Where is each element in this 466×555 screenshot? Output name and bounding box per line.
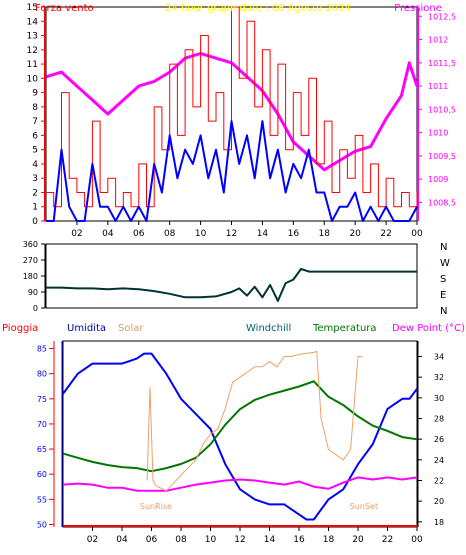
panel3-right-tick-label: 24 [434,456,444,465]
panel1-left-tick-label: 8 [32,103,38,113]
panel1-left-tick-label: 14 [27,17,39,27]
panel1-series-gust-line [46,6,418,208]
panel3-right-tick-label: 28 [434,415,444,424]
panel3-x-tick-label: 20 [352,535,364,545]
panel1-right-tick-label: 1010 [428,129,448,138]
panel1-left-tick-label: 4 [32,160,38,170]
panel3-right-tick-label: 30 [434,394,444,403]
panel1-left-tick-label: 3 [32,174,38,184]
panel3-x-tick-label: 04 [116,535,128,545]
panel1-x-tick-label: 08 [164,229,176,239]
panel3-label-pioggia: Pioggia [2,323,38,334]
panel3-right-tick-label: 22 [434,477,444,486]
panel2-tick-label: 180 [23,272,38,281]
panel3-label-windchill: Windchill [246,323,291,334]
panel1-x-tick-label: 12 [226,229,237,239]
panel1-left-tick-label: 12 [27,46,38,56]
panel1-left-tick-label: 15 [27,3,38,13]
panel1-left-tick-label: 2 [32,188,38,198]
panel3-right-tick-label: 26 [434,435,444,444]
panel1-right-label: Pressione [394,3,442,14]
panel2-plot-area [45,243,418,309]
panel3-series-humidity-line [62,352,418,521]
panel3-x-tick-label: 00 [411,535,423,545]
panel2-direction-label: W [440,258,450,269]
panel1-x-tick-label: 22 [380,229,391,239]
panel3-x-tick-label: 12 [234,535,245,545]
panel1-left-tick-label: 13 [27,32,38,42]
panel1-x-tick-label: 16 [288,229,300,239]
panel3-series-dewpoint-line [62,476,418,492]
panel3-annotation-sunrise: SunRise [140,502,172,511]
panel1-x-tick-label: 04 [102,229,114,239]
panel2-series-direction-line [46,267,417,302]
panel2-direction-label: S [440,274,446,285]
panel1-right-tick-label: 1012 [428,36,448,45]
panel3-label-solar: Solar [118,323,144,334]
panel3-left-tick-label: 50 [37,520,47,529]
panel2-direction-label: N [440,306,447,317]
panel3-series-solar-line [146,350,363,492]
panel3-right-tick-label: 20 [434,497,444,506]
panel1-x-tick-label: 02 [71,229,82,239]
panel1-left-tick-label: 11 [27,60,38,70]
panel1-left-label: Forza vento [35,3,94,14]
panel1-right-tick-label: 1009 [428,175,448,184]
panel2-tick-label: 270 [23,256,38,265]
panel1-left-tick-label: 9 [32,89,38,99]
panel3-right-tick-label: 34 [434,353,444,362]
panel2-direction-label: N [440,242,447,253]
panel3-left-tick-label: 60 [37,470,47,479]
panel3-right-tick-label: 32 [434,373,444,382]
panel3-x-tick-label: 08 [175,535,187,545]
panel3-left-tick-label: 85 [37,345,47,354]
panel3-left-tick-label: 65 [37,445,47,454]
panel1-left-tick-label: 7 [32,117,38,127]
panel2-direction-label: E [440,290,446,301]
panel1-x-tick-label: 00 [411,229,423,239]
panel1-left-tick-label: 10 [27,74,39,84]
panel1-x-tick-label: 20 [349,229,361,239]
panel3-left-tick-label: 75 [37,395,47,404]
panel3-label-dewpoint: Dew Point (°C) [392,323,465,334]
panel3-x-tick-label: 10 [205,535,217,545]
panel3-x-tick-label: 18 [323,535,335,545]
panel2-tick-label: 0 [33,304,38,313]
panel1-right-tick-label: 1011 [428,82,448,91]
panel3-label-temperatura: Temperatura [312,323,377,334]
panel1-x-tick-label: 14 [257,229,269,239]
panel1-x-tick-label: 06 [133,229,145,239]
panel3-x-tick-label: 02 [87,535,98,545]
panel3-annotation-sunset: SunSet [350,502,378,511]
panel1-left-tick-label: 5 [32,146,38,156]
panel3-x-tick-label: 22 [382,535,393,545]
panel1-x-tick-label: 10 [195,229,207,239]
panel3-x-tick-label: 06 [146,535,158,545]
panel1-right-tick-label: 1009,5 [428,152,456,161]
panel1-x-tick-label: 18 [319,229,331,239]
panel1-left-tick-label: 6 [32,131,38,141]
panel3-x-tick-label: 14 [264,535,276,545]
panel1-series-wind-line [46,120,418,222]
panel3-right-tick-label: 18 [434,518,444,527]
panel3-left-tick-label: 80 [37,370,47,379]
panel1-left-tick-label: 1 [32,203,38,213]
panel1-right-tick-label: 1011,5 [428,59,456,68]
panel3-x-tick-label: 16 [293,535,305,545]
panel3-label-umidita: Umidita [67,323,106,334]
panel1-left-tick-label: 0 [32,217,38,227]
panel3-series-temperature-line [62,380,418,473]
panel1-right-tick-label: 1010,5 [428,105,456,114]
panel1-right-tick-label: 1012,5 [428,12,456,21]
panel2-tick-label: 360 [23,240,38,249]
panel3-left-tick-label: 55 [37,495,47,504]
panel1-right-tick-label: 1008,5 [428,198,456,207]
panel3-left-tick-label: 70 [37,420,47,429]
panel2-tick-label: 90 [28,288,38,297]
panel1-title: 24 hour graph date : 06 Agosto 2024 [165,3,351,14]
panel3-plot-area [62,340,418,528]
